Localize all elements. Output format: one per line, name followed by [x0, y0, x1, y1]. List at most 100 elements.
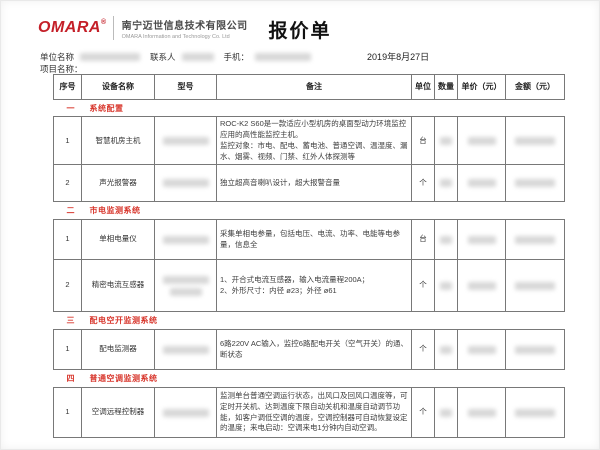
project-name-label: 项目名称： — [40, 64, 83, 74]
redacted-amount — [515, 408, 555, 417]
unit-cell: 台 — [411, 219, 435, 261]
redacted-qty — [440, 235, 452, 244]
redacted-amount — [515, 136, 555, 145]
section-title-row: 二市电监测系统 — [54, 202, 565, 220]
price-cell — [457, 116, 506, 166]
redacted-qty — [440, 281, 452, 290]
unit-cell: 个 — [411, 164, 435, 203]
redacted-qty — [440, 136, 452, 145]
redacted-qty — [440, 408, 452, 417]
phone-label: 手机： — [223, 51, 250, 62]
model-cell — [154, 219, 217, 261]
amount-cell — [505, 164, 565, 203]
unit-cell: 个 — [411, 259, 435, 313]
price-cell — [457, 164, 506, 203]
row-seq: 2 — [53, 164, 82, 203]
row-seq: 1 — [53, 116, 82, 166]
table-row: 1 智慧机房主机 ROC-K2 S60是一款适应小型机房的桌面型动力环境监控应用… — [53, 116, 565, 166]
redacted-price — [467, 179, 496, 188]
amount-cell — [505, 259, 565, 313]
price-cell — [457, 219, 506, 261]
col-price: 单价（元） — [457, 74, 506, 100]
device-name: 智慧机房主机 — [81, 116, 155, 166]
col-amount: 金额（元） — [505, 74, 565, 100]
col-unit: 单位 — [411, 74, 435, 100]
col-device: 设备名称 — [81, 74, 155, 100]
col-remark: 备注 — [216, 74, 412, 100]
omara-logo: OMARA® — [38, 19, 107, 36]
section-title: 二市电监测系统 — [66, 206, 141, 216]
amount-cell — [505, 116, 565, 166]
col-model: 型号 — [154, 74, 217, 100]
redacted-unit-name — [80, 52, 141, 61]
qty-cell — [434, 387, 458, 439]
logo-divider — [112, 16, 114, 40]
redacted-price — [467, 345, 496, 354]
qty-cell — [434, 219, 458, 261]
redacted-price — [467, 408, 496, 417]
redacted-amount — [515, 235, 555, 244]
row-seq: 1 — [53, 387, 82, 439]
qty-cell — [434, 259, 458, 313]
quote-date: 2019年8月27日 — [367, 52, 430, 62]
registered-mark: ® — [100, 19, 107, 26]
contact-label: 联系人 — [150, 51, 176, 62]
model-cell — [154, 259, 217, 313]
qty-cell — [434, 329, 458, 371]
redacted-model — [162, 345, 209, 354]
amount-cell — [505, 387, 565, 439]
company-block: 南宁迈世信息技术有限公司 OMARA Information and Techn… — [122, 17, 248, 40]
device-name: 空调远程控制器 — [81, 387, 155, 439]
page-title: 报价单 — [268, 21, 332, 42]
redacted-price — [467, 281, 496, 290]
redacted-price — [467, 136, 496, 145]
table-row: 2 声光报警器 独立超高音喇叭设计，超大报警音量 个 — [53, 164, 565, 203]
remark-cell: 监测单台普通空调运行状态，出风口及回风口温度等，可定时开关机、达到温度下限自动关… — [216, 387, 412, 439]
redacted-model — [162, 408, 209, 417]
redacted-model — [162, 235, 209, 244]
qty-cell — [434, 164, 458, 203]
price-cell — [457, 259, 506, 313]
row-seq: 1 — [53, 219, 82, 261]
redacted-price — [467, 235, 496, 244]
quotation-table: 序号 设备名称 型号 备注 单位 数量 单价（元） 金额（元） 一系统配置 1 … — [53, 74, 565, 439]
redacted-model — [158, 275, 213, 296]
amount-cell — [505, 219, 565, 261]
device-name: 单相电量仪 — [81, 219, 155, 261]
redacted-model — [162, 179, 209, 188]
section-title-row: 三配电空开监测系统 — [54, 312, 565, 330]
remark-cell: ROC-K2 S60是一款适应小型机房的桌面型动力环境监控应用的高性能监控主机。… — [216, 116, 412, 166]
table-row: 1 空调远程控制器 监测单台普通空调运行状态，出风口及回风口温度等，可定时开关机… — [53, 387, 565, 439]
col-qty: 数量 — [434, 74, 458, 100]
device-name: 配电监测器 — [81, 329, 155, 371]
section-title: 一系统配置 — [66, 103, 124, 113]
customer-info-row: 单位名称 联系人 手机： 2019年8月27日 — [40, 50, 570, 63]
header: OMARA® 南宁迈世信息技术有限公司 OMARA Information an… — [38, 16, 248, 40]
unit-name-label: 单位名称 — [40, 51, 75, 62]
redacted-phone — [255, 52, 312, 61]
unit-cell: 个 — [411, 387, 435, 439]
col-seq: 序号 — [53, 74, 82, 100]
table-row: 1 配电监测器 6路220V AC输入，监控6路配电开关（空气开关）的通、断状态… — [53, 329, 565, 371]
price-cell — [457, 329, 506, 371]
model-cell — [154, 164, 217, 203]
table-header-row: 序号 设备名称 型号 备注 单位 数量 单价（元） 金额（元） — [53, 74, 565, 100]
redacted-contact — [181, 52, 214, 61]
section-title-row: 一系统配置 — [54, 99, 565, 117]
price-cell — [457, 387, 506, 439]
row-seq: 1 — [53, 329, 82, 371]
redacted-qty — [440, 345, 452, 354]
device-name: 声光报警器 — [81, 164, 155, 203]
remark-cell: 采集单相电参量，包括电压、电流、功率、电能等电参量，信息全 — [216, 219, 412, 261]
amount-cell — [505, 329, 565, 371]
row-seq: 2 — [53, 259, 82, 313]
redacted-qty — [440, 179, 452, 188]
model-cell — [154, 387, 217, 439]
section-title: 三配电空开监测系统 — [66, 316, 158, 326]
unit-cell: 台 — [411, 116, 435, 166]
company-name-cn: 南宁迈世信息技术有限公司 — [121, 20, 248, 32]
qty-cell — [434, 116, 458, 166]
remark-cell: 6路220V AC输入，监控6路配电开关（空气开关）的通、断状态 — [216, 329, 412, 371]
device-name: 精密电流互感器 — [81, 259, 155, 313]
